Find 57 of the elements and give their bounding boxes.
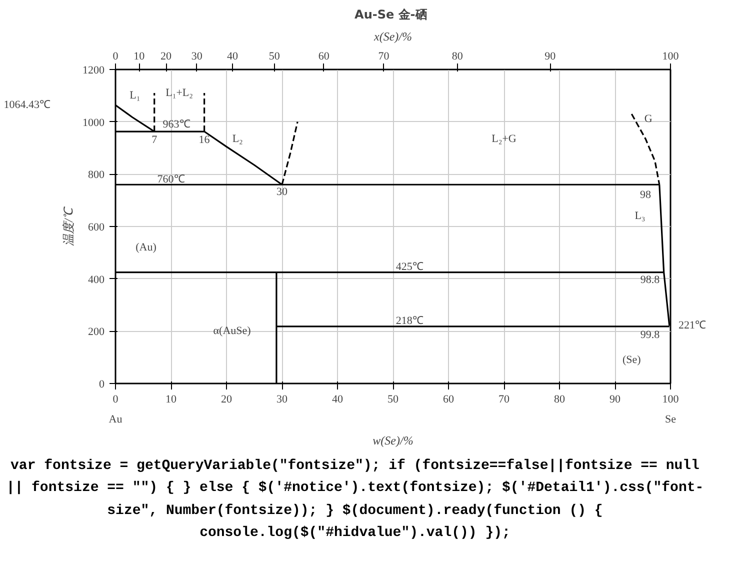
- text: 90: [544, 50, 556, 62]
- x-tick-label: 70: [498, 394, 510, 406]
- x-tick-label: 80: [554, 394, 566, 406]
- annotation: (Au): [136, 241, 157, 254]
- annotation: L₂+G: [492, 132, 516, 145]
- annotation: L₃: [634, 210, 646, 222]
- annotation: G: [644, 113, 652, 126]
- x-tick-label: 0: [112, 394, 119, 406]
- annotation: 16: [198, 134, 210, 146]
- y-tick-label: 800: [88, 169, 105, 182]
- x-tick-label: 60: [443, 394, 454, 406]
- text: 20: [160, 50, 172, 62]
- annotation: 99.8: [640, 328, 660, 341]
- annotation: L₁+L₂: [166, 87, 194, 100]
- x-tick-label: 10: [166, 394, 177, 406]
- y-axis-title: 温度/℃: [62, 206, 76, 246]
- x-tick-label: 50: [388, 394, 399, 406]
- chart-title: Au-Se 金-硒: [354, 8, 428, 22]
- x-axis-title: w(Se)/%: [372, 434, 414, 448]
- y-tick-label: 0: [99, 378, 105, 390]
- annotation: 7: [152, 134, 158, 146]
- annotation: 760℃: [157, 173, 185, 186]
- annotation: 98: [640, 188, 652, 201]
- text: 30: [191, 50, 203, 62]
- annotation: (Se): [622, 354, 642, 366]
- annotation: 425℃: [396, 261, 424, 274]
- text: 1064.43℃: [4, 99, 50, 112]
- annotation: α(AuSe): [213, 325, 252, 338]
- text: 10: [134, 50, 146, 62]
- x-tick-label: 40: [332, 394, 344, 406]
- text: 80: [452, 50, 464, 62]
- text: 70: [378, 50, 390, 62]
- text: Au: [108, 414, 123, 426]
- x-tick-label: 90: [610, 394, 621, 406]
- annotation: 98.8: [640, 274, 660, 286]
- x-tick-label: 100: [662, 394, 680, 406]
- text: 221℃: [678, 320, 706, 332]
- text: Se: [665, 414, 676, 426]
- text: 60: [318, 50, 330, 62]
- text: 40: [227, 50, 239, 62]
- y-tick-label: 1000: [82, 116, 105, 129]
- y-tick-label: 600: [88, 222, 105, 234]
- annotation: 30: [276, 186, 288, 198]
- x-tick-label: 20: [221, 394, 232, 406]
- y-tick-label: 400: [88, 274, 105, 286]
- text: 0: [112, 50, 119, 62]
- y-tick-label: 200: [88, 326, 105, 338]
- text: var fontsize = getQueryVariable("fontsize"); if (fontsize==false||fontsize == null || fontsize == "") { } else { $('#notice').text(fontsize); $('#Detail1').css("font-size", Number(fontsize)); } $(document).ready(function () { console.log($("#hidvalue").val()) });: [5, 457, 705, 544]
- text: x(Se)/%: [373, 30, 412, 44]
- text: 100: [662, 50, 680, 62]
- annotation: L₂: [232, 132, 244, 145]
- x-tick-label: 30: [276, 394, 288, 406]
- annotation: 218℃: [396, 315, 424, 328]
- y-tick-label: 1200: [82, 64, 105, 76]
- annotation: L₁: [130, 90, 140, 102]
- text: 50: [268, 50, 280, 62]
- annotation: 963℃: [162, 118, 190, 130]
